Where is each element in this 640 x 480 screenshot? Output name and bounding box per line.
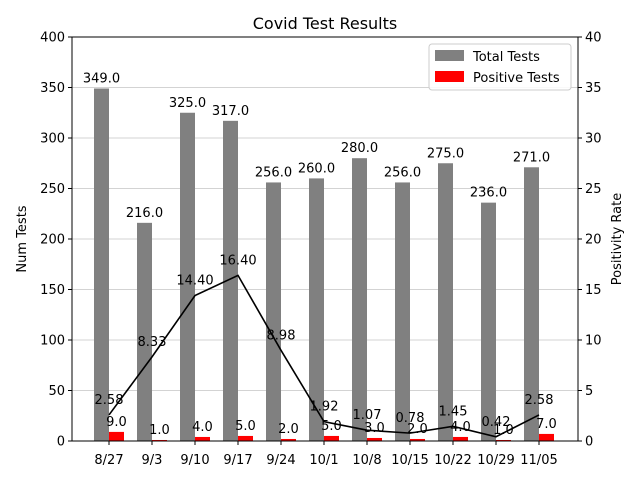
total-tests-label: 349.0 — [83, 72, 120, 87]
y2-tick-label: 30 — [585, 132, 602, 147]
bars — [94, 88, 554, 442]
positivity-rate-label: 1.92 — [310, 400, 339, 415]
y-tick-label: 200 — [40, 233, 65, 248]
total-tests-label: 275.0 — [427, 146, 464, 161]
positivity-rate-label: 2.58 — [525, 393, 554, 408]
legend-label-total-tests: Total Tests — [472, 50, 540, 65]
x-tick-label: 11/05 — [520, 453, 557, 468]
bar-positive-tests — [324, 435, 339, 441]
x-tick-label: 9/10 — [180, 453, 209, 468]
positivity-line — [108, 274, 540, 438]
legend: Total Tests Positive Tests — [428, 43, 572, 91]
y-tick-label: 250 — [40, 182, 65, 197]
total-tests-label: 317.0 — [212, 104, 249, 119]
total-tests-label: 236.0 — [470, 186, 507, 201]
bar-positive-tests — [410, 438, 425, 441]
legend-label-positive-tests: Positive Tests — [473, 71, 560, 86]
y2-tick-label: 15 — [585, 283, 602, 298]
bar-positive-tests — [281, 438, 296, 441]
legend-swatch-total-tests — [435, 50, 464, 61]
positivity-rate-label: 1.45 — [439, 404, 468, 419]
y2-axis-label: Positivity Rate — [610, 193, 625, 285]
x-tick-label: 10/22 — [434, 453, 471, 468]
x-tick-label: 10/1 — [309, 453, 338, 468]
bar-total-tests — [395, 182, 410, 441]
axes: 0 50 100 150 200 250 300 350 400 0 5 10 15 20 25 30 35 40… — [40, 31, 601, 469]
positive-tests-label: 1.0 — [493, 423, 514, 438]
x-tick-label: 9/24 — [266, 453, 295, 468]
positivity-rate-label: 8.33 — [138, 335, 167, 350]
bar-total-tests — [266, 182, 281, 441]
positivity-rate-label: 16.40 — [219, 253, 256, 268]
positive-tests-label: 3.0 — [364, 421, 385, 436]
positivity-rate-label: 0.78 — [396, 411, 425, 426]
y2-tick-label: 40 — [585, 31, 602, 46]
chart-title: Covid Test Results — [253, 14, 397, 33]
positive-tests-label: 2.0 — [407, 422, 428, 437]
y-tick-label: 350 — [40, 81, 65, 96]
y2-tick-label: 10 — [585, 334, 602, 349]
bar-total-tests — [309, 178, 324, 441]
x-tick-label: 10/29 — [477, 453, 514, 468]
bar-total-tests — [137, 222, 152, 441]
bar-positive-tests — [453, 436, 468, 441]
y2-tick-label: 5 — [585, 384, 593, 399]
positive-tests-label: 9.0 — [106, 415, 127, 430]
positive-tests-label: 4.0 — [450, 420, 471, 435]
positive-tests-label: 2.0 — [278, 422, 299, 437]
bar-positive-tests — [152, 439, 167, 441]
legend-box — [428, 43, 572, 91]
total-tests-label: 256.0 — [255, 165, 292, 180]
y-tick-label: 100 — [40, 334, 65, 349]
bar-total-tests — [223, 120, 238, 441]
total-tests-label: 280.0 — [341, 141, 378, 156]
positivity-rate-label: 1.07 — [353, 408, 382, 423]
y-tick-label: 50 — [48, 384, 65, 399]
bar-positive-tests — [238, 435, 253, 441]
y-tick-label: 400 — [40, 31, 65, 46]
positive-tests-label: 5.0 — [321, 419, 342, 434]
y-axis-label: Num Tests — [15, 205, 30, 272]
total-tests-label: 271.0 — [513, 150, 550, 165]
positive-tests-label: 5.0 — [235, 419, 256, 434]
bar-positive-tests — [109, 431, 124, 441]
positivity-rate-label: 0.42 — [482, 415, 511, 430]
total-tests-label: 216.0 — [126, 206, 163, 221]
y2-tick-label: 25 — [585, 182, 602, 197]
x-tick-label: 10/15 — [391, 453, 428, 468]
bar-total-tests — [438, 163, 453, 441]
y-tick-label: 300 — [40, 132, 65, 147]
bar-total-tests — [352, 158, 367, 441]
positivity-rate-line — [108, 274, 540, 438]
y2-tick-label: 0 — [585, 435, 593, 450]
x-tick-label: 9/3 — [142, 453, 163, 468]
x-tick-label: 8/27 — [94, 453, 123, 468]
data-labels: 349.0 216.0 325.0 317.0 256.0 260.0 280.0 256.0… — [83, 72, 557, 438]
y-tick-label: 0 — [57, 435, 65, 450]
y2-tick-label: 20 — [585, 233, 602, 248]
bar-total-tests — [524, 167, 539, 442]
bar-positive-tests — [367, 437, 382, 441]
legend-swatch-positive-tests — [435, 71, 464, 82]
positivity-rate-label: 14.40 — [176, 274, 213, 289]
x-tick-label: 10/8 — [352, 453, 381, 468]
bar-positive-tests — [496, 439, 511, 441]
bar-total-tests — [481, 202, 496, 441]
positivity-rate-label: 8.98 — [267, 328, 296, 343]
total-tests-label: 260.0 — [298, 161, 335, 176]
positive-tests-label: 7.0 — [536, 417, 557, 432]
bar-positive-tests — [195, 436, 210, 441]
y2-tick-label: 35 — [585, 81, 602, 96]
bar-total-tests — [180, 112, 195, 441]
positivity-rate-label: 2.58 — [95, 393, 124, 408]
total-tests-label: 256.0 — [384, 165, 421, 180]
bar-positive-tests — [539, 433, 554, 441]
total-tests-label: 325.0 — [169, 96, 206, 111]
x-tick-label: 9/17 — [223, 453, 252, 468]
bar-total-tests — [94, 88, 109, 441]
positive-tests-label: 1.0 — [149, 423, 170, 438]
y-tick-label: 150 — [40, 283, 65, 298]
positive-tests-label: 4.0 — [192, 420, 213, 435]
